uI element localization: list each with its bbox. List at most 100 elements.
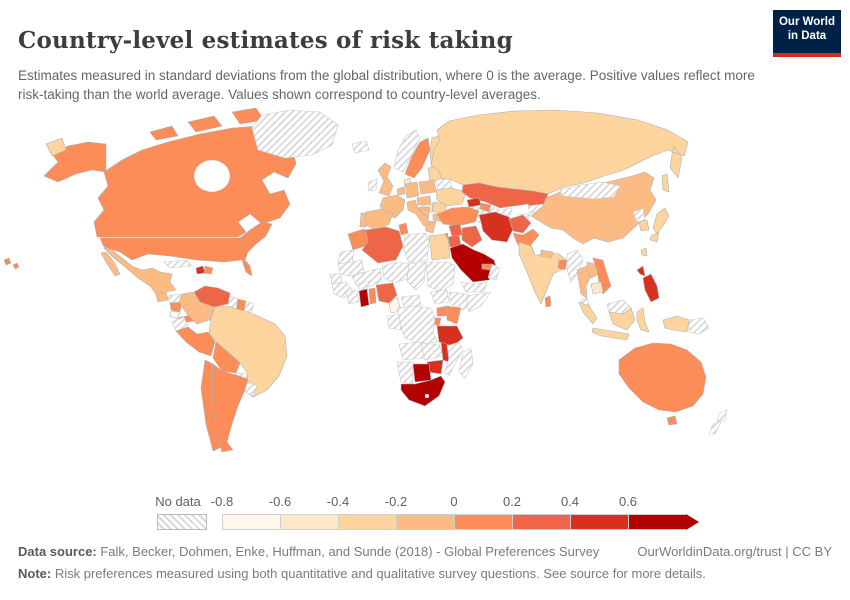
country-mexico[interactable] bbox=[100, 247, 177, 295]
country-arctic-b[interactable] bbox=[187, 115, 223, 133]
country-bangladesh[interactable] bbox=[557, 259, 568, 271]
country-sweden[interactable] bbox=[404, 137, 431, 179]
country-cambodia[interactable] bbox=[590, 281, 604, 295]
country-azerbaijan[interactable] bbox=[479, 202, 492, 213]
legend-bin-#ef6548[interactable] bbox=[512, 514, 570, 530]
country-haiti[interactable] bbox=[195, 265, 206, 275]
country-oman[interactable] bbox=[487, 263, 501, 281]
country-costa-rica[interactable] bbox=[169, 310, 181, 320]
country-myanmar[interactable] bbox=[566, 249, 584, 283]
country-dominican-republic[interactable] bbox=[203, 265, 214, 275]
country-north-korea[interactable] bbox=[632, 207, 646, 223]
country-sulawesi[interactable] bbox=[636, 307, 650, 333]
country-uk[interactable] bbox=[377, 162, 394, 197]
country-togo-benin[interactable] bbox=[368, 287, 377, 305]
country-west-papua[interactable] bbox=[662, 315, 690, 333]
legend-bin-#fdbb84[interactable] bbox=[396, 514, 454, 530]
country-ivory-coast[interactable] bbox=[345, 289, 360, 305]
legend-arrow-icon bbox=[686, 514, 699, 530]
country-afghanistan[interactable] bbox=[508, 214, 532, 234]
country-argentina[interactable] bbox=[211, 363, 249, 453]
country-sumatra[interactable] bbox=[578, 301, 598, 325]
country-nigeria[interactable] bbox=[375, 282, 398, 304]
country-tasmania[interactable] bbox=[666, 415, 678, 426]
country-libya[interactable] bbox=[402, 232, 430, 264]
country-italy[interactable] bbox=[406, 199, 431, 227]
country-colombia[interactable] bbox=[178, 291, 215, 325]
country-yemen[interactable] bbox=[460, 281, 488, 293]
country-poland[interactable] bbox=[418, 179, 437, 195]
country-senegal[interactable] bbox=[329, 273, 343, 285]
country-mozambique[interactable] bbox=[444, 341, 464, 377]
country-java[interactable] bbox=[591, 327, 630, 341]
country-ireland[interactable] bbox=[367, 178, 378, 192]
country-botswana[interactable] bbox=[412, 363, 432, 383]
country-taiwan[interactable] bbox=[640, 247, 648, 257]
country-chad[interactable] bbox=[406, 261, 427, 291]
country-tunisia[interactable] bbox=[398, 222, 409, 236]
country-sri-lanka[interactable] bbox=[544, 295, 552, 308]
country-south-korea[interactable] bbox=[638, 219, 650, 232]
country-south-africa[interactable] bbox=[400, 375, 446, 407]
country-egypt[interactable] bbox=[428, 233, 451, 261]
country-cuba[interactable] bbox=[163, 259, 193, 269]
country-somalia[interactable] bbox=[466, 291, 492, 313]
country-russia[interactable] bbox=[45, 109, 689, 195]
country-namibia[interactable] bbox=[396, 361, 414, 385]
country-guatemala[interactable] bbox=[155, 291, 169, 303]
country-algeria[interactable] bbox=[361, 226, 404, 264]
country-uae[interactable] bbox=[481, 263, 493, 271]
country-niger[interactable] bbox=[381, 261, 410, 284]
country-ukraine[interactable] bbox=[435, 187, 467, 207]
country-new-zealand[interactable] bbox=[708, 409, 728, 435]
country-arctic-a[interactable] bbox=[149, 125, 179, 141]
country-hawaii[interactable] bbox=[3, 257, 20, 270]
legend-bin-#d7301f[interactable] bbox=[570, 514, 628, 530]
country-czech-austria[interactable] bbox=[416, 195, 432, 206]
country-japan[interactable] bbox=[649, 207, 670, 243]
country-mongolia[interactable] bbox=[559, 181, 621, 200]
country-iceland[interactable] bbox=[351, 140, 370, 154]
legend-bin-#b30000[interactable] bbox=[628, 514, 686, 530]
legend-color-bar bbox=[222, 514, 699, 530]
country-tanzania[interactable] bbox=[436, 325, 464, 347]
country-india[interactable] bbox=[518, 241, 567, 305]
country-nepal[interactable] bbox=[540, 249, 554, 259]
country-ghana[interactable] bbox=[358, 288, 370, 308]
world-choropleth-map[interactable] bbox=[0, 105, 850, 490]
country-norway[interactable] bbox=[393, 129, 421, 173]
country-drc[interactable] bbox=[396, 305, 438, 345]
country-papua-new-guinea[interactable] bbox=[688, 317, 710, 335]
country-sudan[interactable] bbox=[425, 261, 456, 293]
country-turkey[interactable] bbox=[436, 206, 480, 227]
country-usa[interactable] bbox=[99, 221, 273, 277]
legend-bin-#fdd49e[interactable] bbox=[338, 514, 396, 530]
country-georgia[interactable] bbox=[466, 197, 482, 208]
country-south-sudan[interactable] bbox=[430, 289, 450, 305]
country-kalimantan[interactable] bbox=[608, 307, 636, 331]
legend-bin-#fc8d59[interactable] bbox=[454, 514, 512, 530]
country-iran[interactable] bbox=[478, 211, 514, 243]
country-zambia[interactable] bbox=[420, 343, 444, 361]
country-kenya[interactable] bbox=[446, 305, 462, 325]
country-uganda[interactable] bbox=[436, 305, 448, 317]
legend-no-data-swatch[interactable] bbox=[157, 514, 207, 530]
country-germany[interactable] bbox=[404, 181, 420, 199]
country-philippines[interactable] bbox=[636, 265, 660, 303]
owid-url-link[interactable]: OurWorldinData.org/trust | CC BY bbox=[637, 544, 832, 559]
country-portugal[interactable] bbox=[359, 212, 367, 228]
country-benelux[interactable] bbox=[396, 186, 406, 196]
legend-bin-#fff7ec[interactable] bbox=[222, 514, 280, 530]
country-laos[interactable] bbox=[586, 261, 600, 279]
country-madagascar[interactable] bbox=[458, 347, 474, 379]
country-gabon-congo[interactable] bbox=[386, 313, 402, 331]
legend-bin-#fee8c8[interactable] bbox=[280, 514, 338, 530]
country-mali[interactable] bbox=[351, 267, 383, 288]
country-syria[interactable] bbox=[448, 223, 463, 237]
country-iraq[interactable] bbox=[461, 225, 483, 248]
country-australia[interactable] bbox=[618, 342, 707, 413]
country-peru[interactable] bbox=[175, 326, 216, 357]
country-vietnam[interactable] bbox=[592, 257, 612, 295]
country-uruguay[interactable] bbox=[244, 381, 258, 397]
country-greenland[interactable] bbox=[251, 109, 339, 159]
